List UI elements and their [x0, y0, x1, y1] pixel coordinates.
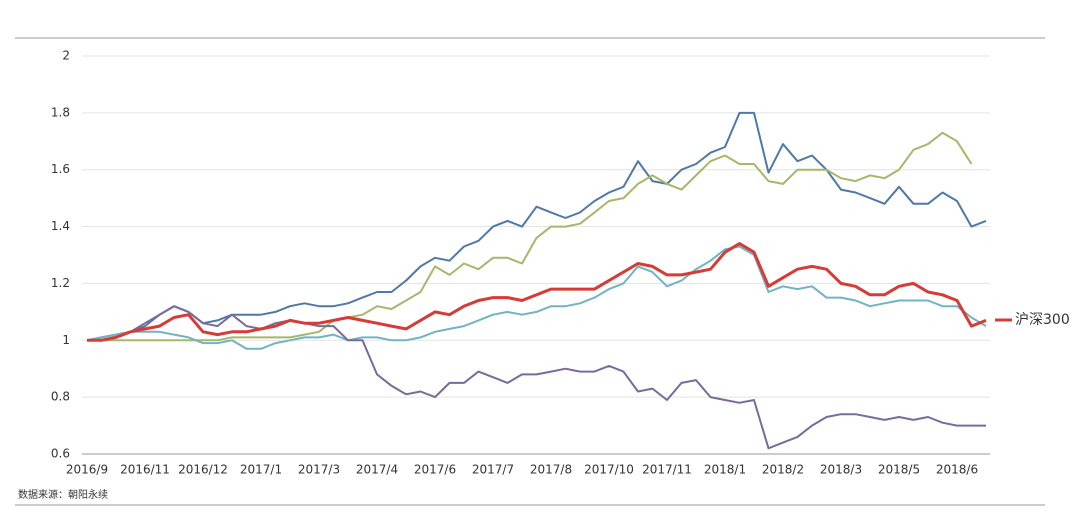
- y-tick-label: 0.6: [51, 447, 70, 461]
- x-tick-label: 2016/9: [66, 463, 108, 477]
- legend-label: 沪深300: [1015, 312, 1070, 328]
- y-tick-label: 1.8: [51, 105, 70, 119]
- x-tick-label: 2017/1: [240, 463, 282, 477]
- series-line: [87, 242, 987, 342]
- y-tick-label: 2: [62, 49, 70, 63]
- series-line: [87, 131, 973, 342]
- y-tick-label: 1.4: [51, 219, 70, 233]
- y-tick-label: 1.2: [51, 276, 70, 290]
- y-tick-label: 1: [62, 333, 70, 347]
- source-note: 数据来源：朝阳永续: [18, 488, 108, 501]
- x-tick-label: 2018/5: [878, 463, 920, 477]
- x-tick-label: 2018/2: [762, 463, 804, 477]
- series-line: [87, 305, 986, 450]
- x-tick-label: 2017/6: [414, 463, 456, 477]
- series-line: [86, 245, 987, 350]
- series-line: [86, 111, 987, 342]
- x-tick-label: 2017/8: [530, 463, 572, 477]
- x-tick-label: 2018/1: [704, 463, 746, 477]
- y-tick-label: 0.8: [51, 390, 70, 404]
- x-tick-label: 2018/6: [936, 463, 978, 477]
- x-tick-label: 2016/12: [178, 463, 228, 477]
- x-tick-label: 2018/3: [820, 463, 862, 477]
- x-tick-label: 2016/11: [120, 463, 170, 477]
- x-tick-label: 2017/7: [472, 463, 514, 477]
- x-tick-label: 2017/3: [298, 463, 340, 477]
- x-tick-label: 2017/11: [642, 463, 692, 477]
- x-tick-label: 2017/10: [584, 463, 634, 477]
- x-tick-label: 2017/4: [356, 463, 398, 477]
- y-tick-label: 1.6: [51, 162, 70, 176]
